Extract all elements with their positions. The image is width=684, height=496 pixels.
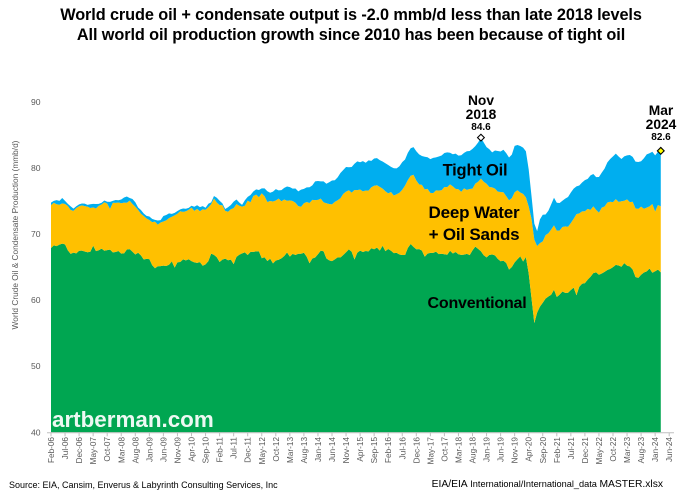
x-tick-label: May-07 (89, 437, 98, 465)
tight-oil-area (51, 137, 661, 247)
deep-water-oil-sands-area (51, 174, 661, 324)
x-tick-label: Jan-09 (145, 437, 154, 462)
x-tick-label: Jan-19 (483, 437, 492, 462)
annotation-nov-2018: Nov 2018 84.6 (466, 94, 497, 133)
x-tick-label: Jan-24 (651, 437, 660, 462)
x-tick-label: May-22 (595, 437, 604, 465)
conventional-area (51, 243, 661, 433)
x-tick-label: Sep-15 (370, 437, 379, 464)
x-tick-label: Nov-19 (511, 437, 520, 464)
x-tick-label: Apr-20 (525, 437, 534, 462)
x-tick-label: Feb-16 (384, 437, 393, 463)
file-reference-part3: MASTER.xlsx (599, 479, 663, 490)
x-tick-label: Mar-13 (286, 437, 295, 463)
y-tick-label: 90 (31, 97, 41, 107)
x-tick-label: May-17 (426, 437, 435, 465)
x-tick-label: Jul-11 (230, 437, 239, 459)
x-tick-label: Jul-06 (61, 437, 70, 460)
x-tick-label: Aug-08 (131, 437, 140, 464)
x-tick-label: Aug-18 (469, 437, 478, 464)
x-tick-label: Dec-21 (581, 437, 590, 464)
x-tick-label: Jun-09 (159, 437, 168, 462)
deep-water-area-label: Deep Water + Oil Sands (429, 202, 520, 246)
x-tick-label: Jun-19 (497, 437, 506, 462)
x-tick-label: Nov-14 (342, 437, 351, 464)
x-tick-label: Nov-09 (173, 437, 182, 464)
annotation-mar-2024-value: 82.6 (651, 131, 671, 143)
x-tick-label: Oct-22 (609, 437, 618, 462)
annotation-mar-2024-month: Mar (648, 103, 674, 118)
chart-title: World crude oil + condensate output is -… (9, 5, 684, 45)
chart-title-line1: World crude oil + condensate output is -… (60, 6, 642, 24)
watermark: artberman.com (52, 407, 214, 432)
x-tick-label: Dec-06 (75, 437, 84, 464)
latest-marker-diamond (656, 146, 665, 156)
y-tick-label: 50 (31, 361, 41, 371)
y-axis-title: World Crude Oil & Condensate Production … (10, 140, 20, 330)
x-tick-label: May-12 (258, 437, 267, 465)
x-tick-label: Apr-10 (188, 437, 197, 462)
x-tick-label: Dec-11 (244, 437, 253, 463)
peak-marker-diamond (476, 133, 486, 142)
x-tick-label: Aug-23 (637, 437, 646, 464)
x-tick-label: Jul-21 (567, 437, 576, 460)
x-tick-label: Mar-08 (117, 437, 126, 463)
source-note: Source: EIA, Cansim, Enverus & Labyrinth… (9, 479, 278, 490)
y-tick-label: 80 (31, 163, 41, 173)
deep-water-area-label-line2: + Oil Sands (428, 225, 520, 244)
x-tick-label: Mar-18 (454, 437, 463, 463)
x-tick-label: Aug-13 (300, 437, 309, 464)
x-tick-label: Jan-14 (314, 437, 323, 462)
conventional-area-label: Conventional (427, 295, 527, 312)
y-tick-label: 60 (31, 295, 41, 305)
tight-oil-area-label: Tight Oil (442, 161, 508, 180)
annotation-nov-2018-month: Nov (467, 93, 495, 108)
x-tick-label: Feb-21 (553, 437, 562, 463)
x-tick-label: Oct-12 (272, 437, 281, 462)
y-tick-label: 40 (31, 427, 41, 437)
chart-title-line2: All world oil production growth since 20… (76, 26, 626, 44)
x-tick-label: Feb-06 (47, 437, 56, 463)
file-reference: EIA/EIA International/International_data… (432, 479, 663, 490)
file-reference-part2: International/International_data (467, 479, 600, 489)
file-reference-part1: EIA/EIA (431, 479, 468, 490)
x-tick-label: Sep-10 (202, 437, 211, 464)
x-tick-label: Oct-07 (103, 437, 112, 462)
annotation-nov-2018-year: 2018 (465, 107, 497, 122)
x-tick-label: Jul-16 (398, 437, 407, 460)
annotation-nov-2018-value: 84.6 (471, 121, 491, 133)
y-tick-label: 70 (31, 229, 41, 239)
annotation-mar-2024: Mar 2024 82.6 (646, 104, 677, 143)
x-tick-label: Oct-17 (440, 437, 449, 462)
annotation-mar-2024-year: 2024 (645, 117, 677, 132)
x-tick-label: Apr-15 (356, 437, 365, 462)
x-tick-label: Mar-23 (623, 437, 632, 463)
x-tick-label: Jun-14 (328, 437, 337, 462)
x-tick-label: Feb-11 (216, 437, 225, 463)
x-tick-label: Dec-16 (412, 437, 421, 464)
deep-water-area-label-line1: Deep Water (428, 203, 520, 222)
x-tick-label: Jun-24 (665, 437, 674, 462)
x-tick-label: Sep-20 (539, 437, 548, 464)
